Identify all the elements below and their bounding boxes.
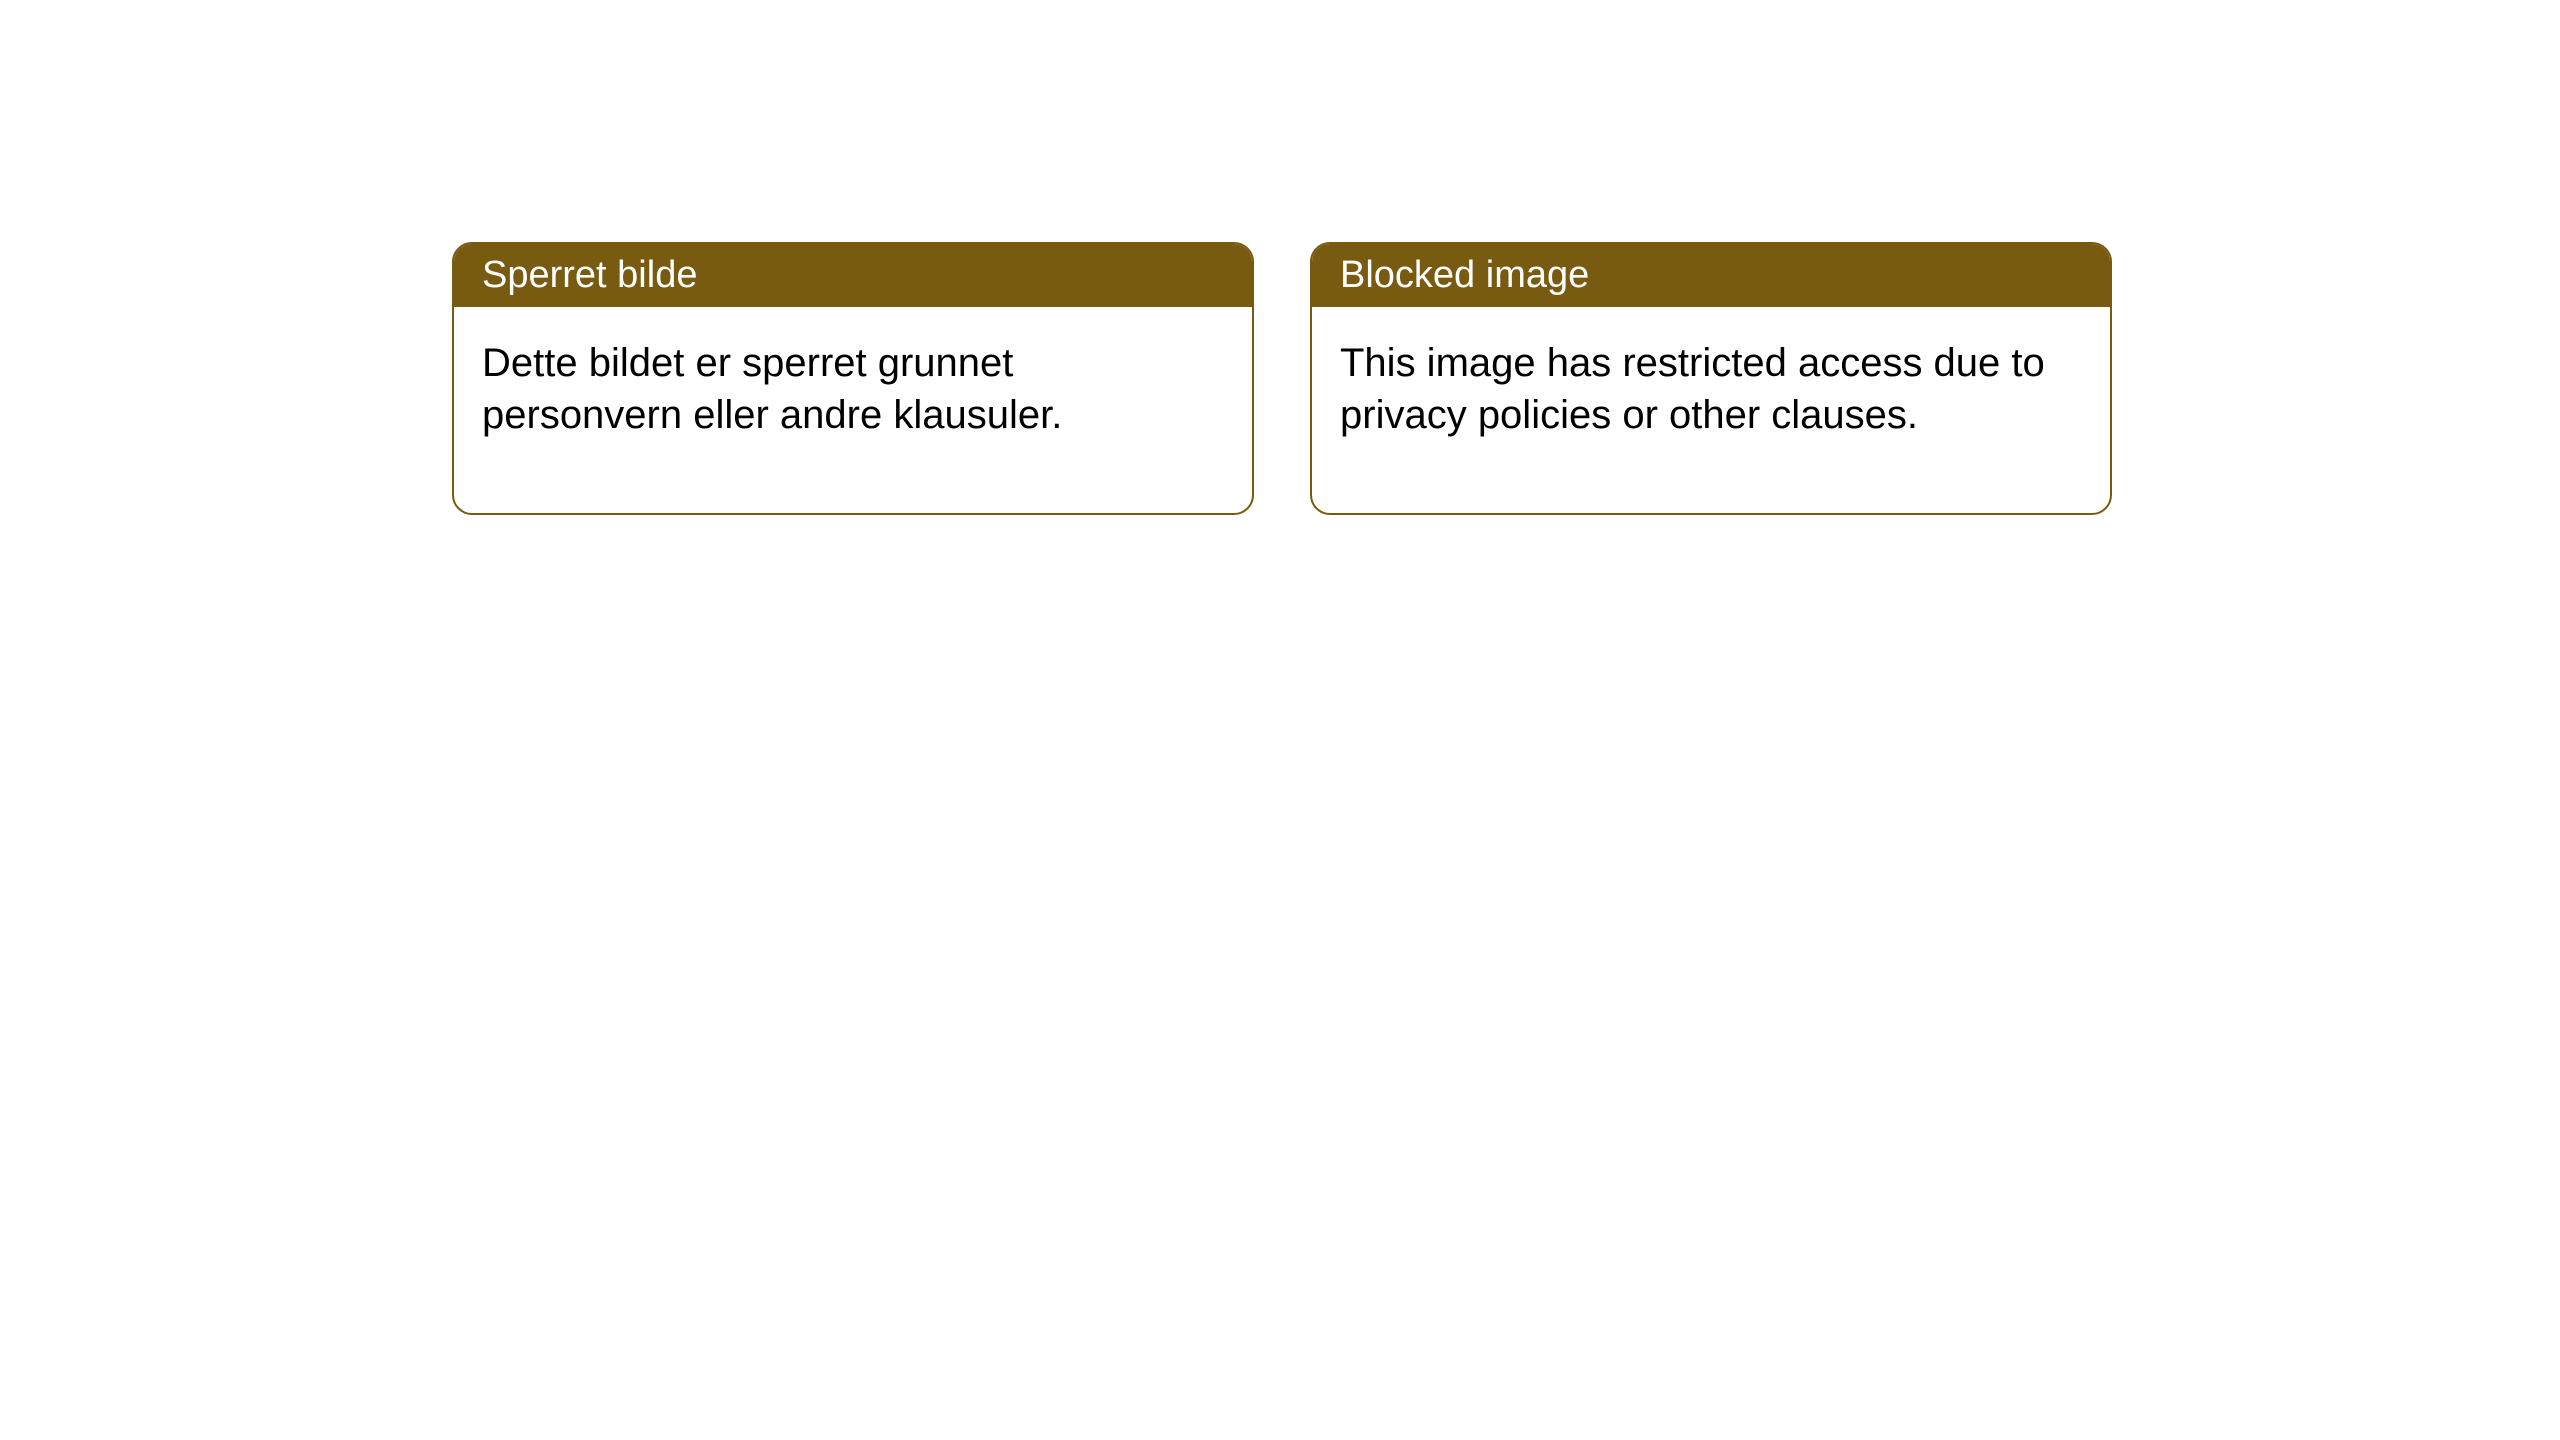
notice-card-header: Sperret bilde: [454, 244, 1252, 307]
notice-card-norwegian: Sperret bilde Dette bildet er sperret gr…: [452, 242, 1254, 515]
notice-card-english: Blocked image This image has restricted …: [1310, 242, 2112, 515]
notice-card-header: Blocked image: [1312, 244, 2110, 307]
notice-card-title: Sperret bilde: [482, 254, 697, 296]
notice-card-body: Dette bildet er sperret grunnet personve…: [454, 307, 1252, 513]
notice-card-title: Blocked image: [1340, 254, 1589, 296]
notice-container: Sperret bilde Dette bildet er sperret gr…: [0, 0, 2560, 515]
notice-card-body-text: This image has restricted access due to …: [1340, 341, 2045, 437]
notice-card-body: This image has restricted access due to …: [1312, 307, 2110, 513]
notice-card-body-text: Dette bildet er sperret grunnet personve…: [482, 341, 1062, 437]
